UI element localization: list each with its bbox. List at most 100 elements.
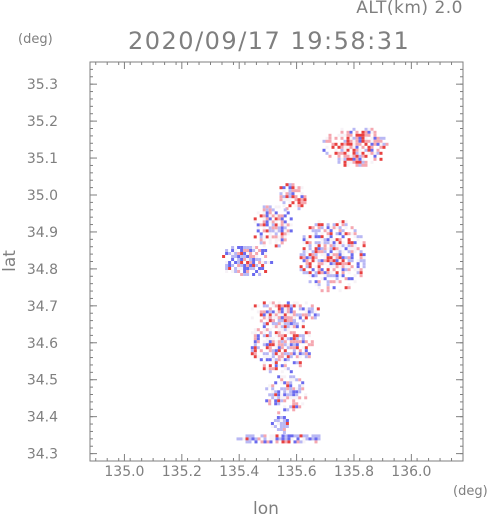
echo-pixel	[340, 130, 344, 134]
echo-pixel	[292, 396, 296, 400]
echo-pixel	[280, 310, 284, 314]
echo-pixel	[280, 346, 284, 350]
echo-pixel	[250, 307, 254, 311]
echo-pixel	[347, 238, 351, 242]
echo-pixel	[337, 160, 341, 164]
echo-pixel	[305, 265, 309, 269]
echo-pixel	[246, 267, 250, 270]
echo-pixel	[286, 384, 290, 388]
echo-pixel	[243, 246, 247, 249]
echo-pixel	[279, 422, 283, 425]
echo-pixel	[314, 244, 318, 248]
echo-pixel	[379, 151, 383, 155]
echo-pixel	[295, 378, 299, 382]
echo-pixel	[282, 419, 286, 422]
y-axis-label: lat	[0, 250, 20, 272]
echo-pixel	[282, 186, 286, 190]
echo-pixel	[341, 274, 345, 278]
echo-pixel	[289, 381, 293, 385]
echo-pixel	[289, 337, 293, 341]
echo-pixel	[289, 352, 293, 356]
echo-pixel	[298, 307, 302, 311]
echo-pixel	[344, 220, 348, 224]
echo-pixel	[277, 375, 281, 379]
echo-pixel	[269, 437, 273, 441]
echo-pixel	[301, 313, 305, 317]
echo-pixel	[349, 145, 353, 149]
echo-pixel	[314, 280, 318, 284]
echo-pixel	[256, 346, 260, 350]
echo-pixel	[274, 352, 278, 356]
echo-pixel	[370, 151, 374, 155]
echo-pixel	[313, 316, 317, 320]
echo-pixel	[262, 352, 266, 356]
echo-pixel	[277, 340, 281, 344]
echo-pixel	[364, 139, 368, 143]
echo-pixel	[280, 340, 284, 344]
echo-pixel	[329, 232, 333, 236]
echo-pixel	[370, 148, 374, 152]
echo-pixel	[262, 223, 266, 227]
echo-pixel	[320, 223, 324, 227]
echo-cluster-kyoto-ne	[322, 127, 389, 167]
echo-pixel	[343, 133, 347, 137]
echo-pixel	[285, 419, 289, 422]
echo-pixel	[326, 274, 330, 278]
echo-pixel	[335, 253, 339, 257]
echo-pixel	[335, 271, 339, 275]
echo-pixel	[231, 252, 235, 255]
echo-pixel	[362, 244, 366, 248]
echo-pixel	[350, 250, 354, 254]
echo-pixel	[329, 247, 333, 251]
echo-pixel	[359, 250, 363, 254]
echo-pixel	[283, 226, 287, 230]
echo-pixel	[337, 154, 341, 158]
echo-pixel	[242, 437, 246, 441]
echo-pixel	[301, 325, 305, 329]
echo-pixel	[260, 440, 264, 444]
echo-pixel	[258, 270, 262, 273]
echo-pixel	[308, 259, 312, 263]
echo-pixel	[326, 232, 330, 236]
echo-pixel	[373, 157, 377, 161]
echo-pixel	[320, 268, 324, 272]
echo-pixel	[271, 340, 275, 344]
echo-pixel	[347, 247, 351, 251]
echo-pixel	[256, 334, 260, 338]
echo-pixel	[334, 142, 338, 146]
echo-pixel	[237, 255, 241, 258]
echo-pixel	[274, 343, 278, 347]
y-unit-label: (deg)	[18, 32, 53, 47]
echo-pixel	[283, 325, 287, 329]
echo-pixel	[268, 208, 272, 212]
echo-pixel	[310, 310, 314, 314]
echo-pixel	[280, 393, 284, 397]
echo-pixel	[277, 313, 281, 317]
echo-pixel	[262, 310, 266, 314]
echo-pixel	[295, 402, 299, 406]
echo-pixel	[338, 280, 342, 284]
echo-pixel	[271, 235, 275, 239]
echo-pixel	[277, 343, 281, 347]
echo-pixel	[323, 250, 327, 254]
echo-pixel	[261, 264, 265, 267]
echo-pixel	[265, 340, 269, 344]
echo-pixel	[335, 265, 339, 269]
echo-pixel	[323, 253, 327, 257]
echo-pixel	[329, 253, 333, 257]
echo-pixel	[274, 316, 278, 320]
echo-pixel	[286, 408, 290, 412]
echo-pixel	[364, 148, 368, 152]
echo-pixel	[280, 343, 284, 347]
echo-pixel	[352, 154, 356, 158]
echo-pixel	[335, 280, 339, 284]
echo-pixel	[305, 271, 309, 275]
echo-pixel	[356, 262, 360, 266]
echo-pixel	[292, 393, 296, 397]
echo-pixel	[289, 375, 293, 379]
echo-pixel	[320, 226, 324, 230]
echo-pixel	[271, 343, 275, 347]
echo-pixel	[283, 235, 287, 239]
echo-pixel	[262, 226, 266, 230]
echo-pixel	[271, 355, 275, 359]
